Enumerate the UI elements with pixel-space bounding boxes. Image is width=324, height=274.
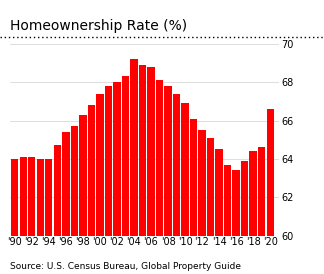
Bar [20,157,27,236]
Bar [105,86,112,236]
Bar [147,67,155,236]
Bar [79,115,87,236]
Bar [62,132,70,236]
Bar [190,119,197,236]
Bar [71,126,78,236]
Bar [241,161,248,236]
Bar [198,130,206,236]
Bar [11,159,18,236]
Bar [28,157,35,236]
Bar [130,59,138,236]
Bar [173,94,180,236]
Bar [224,165,231,236]
Bar [122,76,129,236]
Bar [267,109,274,236]
Bar [249,151,257,236]
Bar [156,80,163,236]
Bar [233,170,240,236]
Bar [215,149,223,236]
Text: Source: U.S. Census Bureau, Global Property Guide: Source: U.S. Census Bureau, Global Prope… [10,262,241,271]
Bar [88,105,95,236]
Bar [54,145,61,236]
Bar [139,65,146,236]
Bar [113,82,121,236]
Bar [96,94,104,236]
Bar [164,86,172,236]
Bar [207,138,214,236]
Bar [37,159,44,236]
Bar [45,159,52,236]
Bar [258,147,265,236]
Text: Homeownership Rate (%): Homeownership Rate (%) [10,19,187,33]
Bar [181,103,189,236]
